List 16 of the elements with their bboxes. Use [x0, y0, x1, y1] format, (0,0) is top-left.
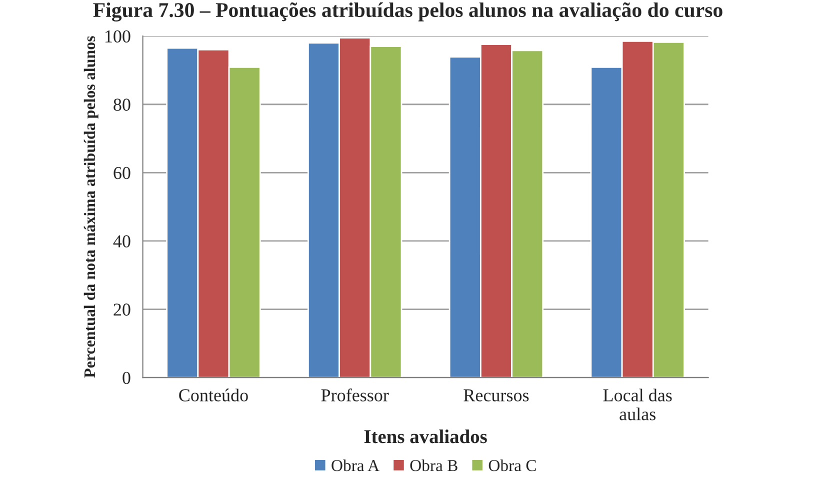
- legend-label: Obra A: [332, 459, 380, 472]
- y-tick-label: 20: [114, 304, 130, 316]
- y-tick-label: 100: [106, 30, 130, 43]
- legend-label: Obra B: [410, 459, 458, 472]
- y-tick-label: 80: [114, 98, 130, 111]
- y-axis-title: Percentual da nota máxima atribuída pelos alunos: [84, 36, 98, 378]
- y-tick-label: 0: [122, 372, 130, 384]
- legend-label: Obra C: [488, 459, 536, 472]
- x-axis-title: Itens avaliados: [364, 430, 487, 444]
- x-tick-label: Professor: [321, 388, 389, 402]
- y-tick-label: 60: [114, 166, 130, 180]
- x-tick-label: Recursos: [464, 389, 529, 402]
- y-tick-label: 40: [113, 235, 130, 248]
- x-tick-label: Local das aulas: [603, 388, 672, 420]
- x-tick-label: Conteúdo: [179, 388, 248, 402]
- chart-title: Figura 7.30 – Pontuações atribuídas pelos alunos na avaliação do curso: [93, 2, 722, 22]
